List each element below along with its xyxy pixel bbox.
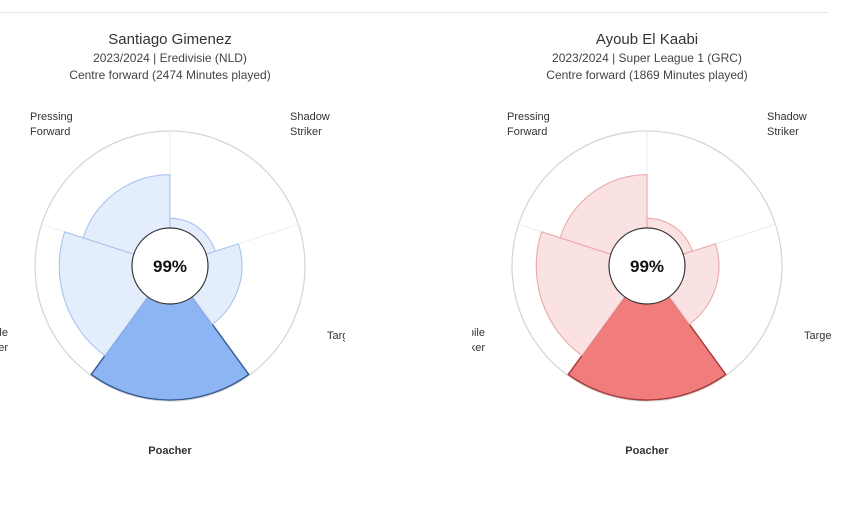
category-label-target-man: Target Man — [327, 330, 345, 342]
category-label-target-man: Targe — [804, 330, 832, 342]
position-minutes: Centre forward (1869 Minutes played) — [546, 68, 748, 82]
wedge-poacher — [90, 264, 250, 401]
category-label-mobile-striker: MobileStriker — [0, 327, 8, 354]
category-label-shadow-striker: Shadow Striker — [290, 111, 330, 138]
center-percentage: 99% — [153, 257, 187, 276]
player-name: Santiago Gimenez — [108, 31, 232, 48]
player-panel-left: Santiago Gimenez 2023/2024 | Eredivisie … — [0, 0, 345, 506]
panel-header: Ayoub El Kaabi 2023/2024 | Super League … — [472, 30, 822, 84]
category-label-poacher: Poacher — [625, 445, 669, 457]
position-minutes: Centre forward (2474 Minutes played) — [69, 68, 271, 82]
top-divider — [0, 12, 828, 13]
season-league: 2023/2024 | Super League 1 (GRC) — [552, 51, 742, 65]
category-label-mobile-striker: MobileStriker — [472, 327, 485, 354]
category-label-poacher: Poacher — [148, 445, 192, 457]
panel-header: Santiago Gimenez 2023/2024 | Eredivisie … — [0, 30, 345, 84]
center-hub — [608, 227, 686, 305]
center-hub — [131, 227, 209, 305]
category-label-pressing-forward: Pressing Forward — [507, 111, 550, 138]
category-label-pressing-forward: Pressing Forward — [30, 111, 73, 138]
center-percentage: 99% — [630, 257, 664, 276]
season-league: 2023/2024 | Eredivisie (NLD) — [93, 51, 247, 65]
wedge-poacher — [567, 264, 727, 401]
player-name: Ayoub El Kaabi — [595, 31, 699, 48]
category-label-shadow-striker: Shadow Striker — [767, 111, 807, 138]
player-panel-right: Ayoub El Kaabi 2023/2024 | Super League … — [472, 0, 855, 506]
